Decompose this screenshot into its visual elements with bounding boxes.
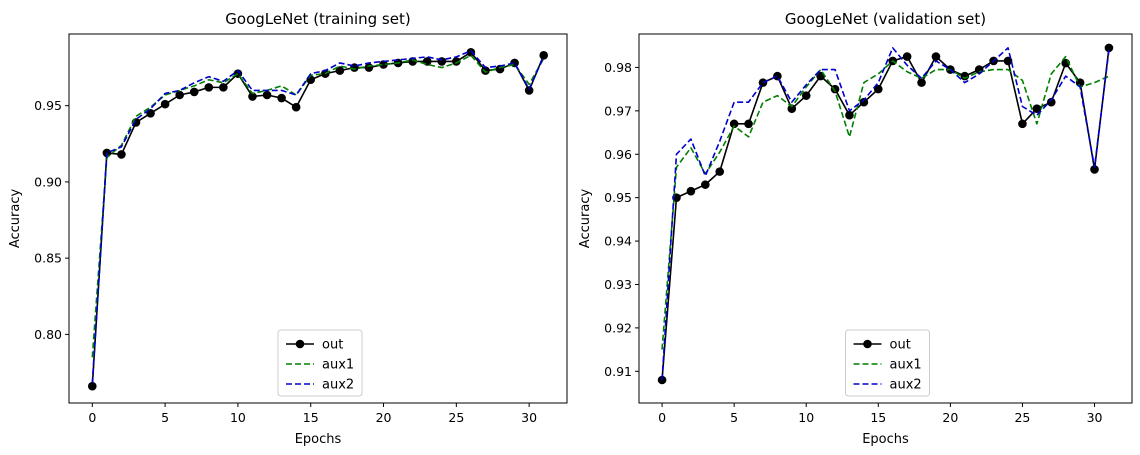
x-tick-label: 30 bbox=[1087, 410, 1103, 425]
data-point bbox=[364, 63, 374, 72]
data-point bbox=[87, 381, 97, 391]
legend: out aux1 aux2 bbox=[845, 329, 930, 397]
x-tick-label: 15 bbox=[870, 410, 886, 425]
data-point bbox=[117, 150, 126, 159]
data-point bbox=[219, 83, 228, 92]
legend-marker bbox=[295, 339, 305, 349]
series-line-aux1 bbox=[661, 55, 1110, 350]
y-tick-label: 0.93 bbox=[604, 277, 632, 292]
chart-title: GoogLeNet (training set) bbox=[225, 10, 410, 28]
data-point bbox=[830, 84, 840, 94]
legend-label: out bbox=[890, 338, 911, 353]
data-point bbox=[262, 90, 272, 100]
x-tick-label: 30 bbox=[521, 410, 537, 425]
y-tick-label: 0.95 bbox=[604, 190, 632, 205]
y-tick-label: 0.80 bbox=[34, 327, 62, 342]
data-point bbox=[452, 57, 461, 66]
y-tick-label: 0.94 bbox=[604, 234, 632, 249]
data-point bbox=[175, 90, 184, 100]
y-axis-label: Accuracy bbox=[578, 189, 593, 249]
data-point bbox=[773, 71, 782, 81]
data-point bbox=[350, 63, 359, 72]
legend-label: aux1 bbox=[322, 358, 354, 373]
x-tick-label: 15 bbox=[303, 410, 319, 425]
data-point bbox=[277, 93, 286, 103]
data-point bbox=[801, 91, 811, 100]
data-point bbox=[960, 71, 970, 81]
data-point bbox=[787, 104, 797, 113]
chart-title: GoogLeNet (validation set) bbox=[785, 10, 986, 28]
series-line-aux2 bbox=[91, 49, 545, 384]
chart-2: GoogLeNet (validation set) 0 5 10 15 20 25 30 0.… bbox=[578, 10, 1133, 447]
x-axis-label: Epochs bbox=[862, 432, 909, 447]
y-tick-label: 0.97 bbox=[604, 103, 632, 118]
x-tick-label: 20 bbox=[376, 410, 392, 425]
y-tick-label: 0.96 bbox=[604, 147, 632, 162]
data-point bbox=[686, 186, 696, 196]
data-point bbox=[539, 51, 549, 60]
y-tick-label: 0.95 bbox=[34, 98, 62, 113]
data-point bbox=[917, 78, 926, 87]
data-point bbox=[335, 66, 345, 75]
data-point bbox=[701, 180, 710, 189]
data-point bbox=[189, 87, 199, 97]
data-point bbox=[657, 375, 667, 385]
legend: out aux1 aux2 bbox=[277, 329, 363, 397]
x-tick-label: 20 bbox=[942, 410, 958, 425]
y-tick-label: 0.91 bbox=[604, 364, 632, 379]
plot-area bbox=[87, 47, 549, 391]
data-point bbox=[845, 110, 854, 120]
data-point bbox=[481, 66, 490, 75]
y-tick-label: 0.98 bbox=[604, 60, 632, 75]
y-axis-label: Accuracy bbox=[8, 189, 23, 249]
axes-frame bbox=[68, 33, 568, 404]
y-tick-label: 0.90 bbox=[34, 174, 62, 189]
legend-label: aux2 bbox=[890, 378, 922, 393]
axes-frame bbox=[638, 33, 1133, 404]
legend-marker bbox=[863, 339, 872, 349]
data-point bbox=[160, 99, 170, 109]
chart-1: GoogLeNet (training set) 0 5 10 15 20 25 30 0.80… bbox=[8, 10, 568, 447]
x-tick-label: 0 bbox=[88, 410, 96, 425]
series-line-aux1 bbox=[91, 54, 545, 358]
x-tick-label: 5 bbox=[730, 410, 738, 425]
data-point bbox=[729, 119, 739, 129]
data-point bbox=[931, 52, 941, 61]
x-tick-label: 0 bbox=[658, 410, 666, 425]
y-tick-label: 0.92 bbox=[604, 320, 632, 335]
data-point bbox=[437, 57, 447, 66]
data-point bbox=[204, 83, 214, 92]
data-point bbox=[379, 60, 388, 69]
x-axis-label: Epochs bbox=[295, 432, 342, 447]
data-point bbox=[248, 92, 257, 101]
data-point bbox=[744, 119, 753, 129]
y-tick-label: 0.85 bbox=[34, 251, 62, 266]
data-point bbox=[1018, 119, 1027, 129]
data-point bbox=[715, 167, 725, 176]
legend-label: aux2 bbox=[322, 378, 354, 393]
data-point bbox=[873, 84, 883, 94]
legend-label: aux1 bbox=[890, 358, 922, 373]
x-tick-label: 10 bbox=[798, 410, 814, 425]
data-point bbox=[902, 52, 912, 61]
data-point bbox=[974, 65, 984, 74]
x-tick-label: 5 bbox=[161, 410, 169, 425]
data-point bbox=[1090, 165, 1099, 174]
legend-label: out bbox=[322, 338, 343, 353]
x-tick-label: 10 bbox=[230, 410, 246, 425]
data-point bbox=[1032, 104, 1042, 113]
data-point bbox=[291, 102, 301, 112]
plot-area bbox=[657, 43, 1114, 385]
x-tick-label: 25 bbox=[448, 410, 464, 425]
data-point bbox=[1046, 97, 1056, 107]
data-point bbox=[859, 97, 869, 107]
x-tick-label: 25 bbox=[1014, 410, 1030, 425]
data-point bbox=[1104, 43, 1114, 53]
data-point bbox=[524, 86, 534, 95]
